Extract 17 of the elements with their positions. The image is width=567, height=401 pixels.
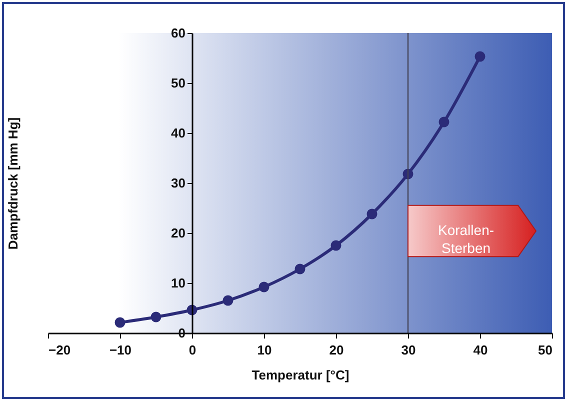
x-tick-label: 30 — [401, 342, 416, 358]
y-tick-label: 60 — [171, 26, 186, 40]
x-tick-label: 10 — [257, 342, 272, 358]
y-axis-title: Dampfdruck [mm Hg] — [6, 117, 20, 250]
x-tick-label: −10 — [109, 342, 132, 358]
x-tick-label: 20 — [329, 342, 344, 358]
y-tick-label: 30 — [171, 176, 186, 190]
x-tick-label: −20 — [48, 342, 71, 358]
x-tick-label: 0 — [188, 342, 196, 358]
x-axis-title: Temperatur [°C] — [252, 368, 350, 382]
y-tick-label: 50 — [171, 76, 186, 90]
y-tick-label: 20 — [171, 226, 186, 240]
annotation: Korallen- Sterben — [438, 222, 494, 256]
y-tick-label: 10 — [171, 276, 186, 290]
x-tick-label: 50 — [538, 342, 552, 358]
y-tick-label: 40 — [171, 126, 186, 140]
x-tick-label: 40 — [473, 342, 488, 358]
